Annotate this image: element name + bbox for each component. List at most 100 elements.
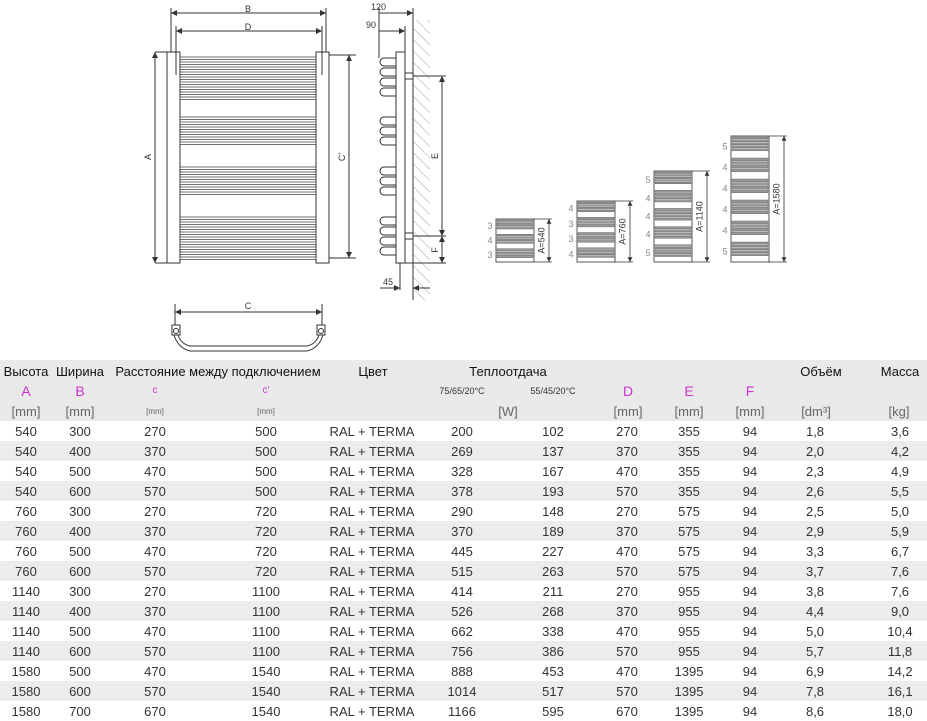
cell-c: 570 — [144, 644, 166, 659]
cell-f: 94 — [742, 564, 758, 579]
cell-heat-55: 193 — [542, 484, 564, 499]
towel-bar — [179, 231, 317, 235]
towel-bar — [179, 171, 317, 175]
cell-height: 1580 — [11, 664, 41, 679]
towel-bar — [179, 91, 317, 95]
cell-heat-55: 386 — [542, 644, 564, 659]
cell-e: 955 — [678, 604, 700, 619]
cell-width: 400 — [69, 604, 91, 619]
technical-drawing: B D A C' 120 90 E F 45 C 343A=5404334A=7… — [143, 2, 787, 352]
bar — [731, 145, 769, 148]
bar — [654, 211, 692, 214]
cell-volume: 5,0 — [805, 624, 825, 639]
table-row: 1140 400 370 1100 RAL + TERMA 526 268 370 955 94 4… — [0, 601, 927, 621]
cell-height: 1140 — [12, 644, 40, 659]
bar — [654, 235, 692, 239]
cell-d: 270 — [616, 424, 638, 439]
bar — [654, 174, 692, 177]
bar — [731, 207, 769, 211]
side-view — [378, 8, 446, 300]
dim-f-label: F — [430, 247, 440, 253]
cell-height: 540 — [15, 484, 37, 499]
unit-e: [mm] — [674, 404, 704, 419]
cell-height: 1580 — [11, 704, 41, 719]
bar-profile — [379, 236, 396, 246]
cell-c: 470 — [144, 464, 166, 479]
section-count: 3 — [487, 250, 492, 260]
col-distance-header: Расстояние между подключением — [115, 364, 321, 379]
towel-bar — [179, 226, 317, 230]
variant-a-1140: 5 4 4 4 5 A=1140 — [645, 170, 710, 263]
bar — [654, 196, 692, 199]
cell-mass: 5,9 — [890, 524, 910, 539]
section-count: 4 — [722, 205, 727, 215]
bar — [496, 248, 534, 252]
towel-bar — [179, 256, 317, 260]
cell-e: 955 — [678, 644, 700, 659]
cell-c-prime: 1100 — [252, 584, 280, 599]
cell-f: 94 — [742, 664, 758, 679]
letter-e: E — [684, 383, 694, 399]
variant-a-1580: 5 4 4 4 4 5 A=1580 — [722, 135, 787, 263]
bar — [654, 193, 692, 196]
letter-c: c — [152, 385, 158, 396]
bar-profile — [379, 186, 396, 196]
table-row: 540 400 370 500 RAL + TERMA 269 137 370 355 94 2,0… — [0, 441, 927, 461]
cell-mass: 14,2 — [887, 664, 913, 679]
cell-c-prime: 500 — [255, 424, 277, 439]
cell-d: 370 — [616, 444, 638, 459]
variant-height-label: A=540 — [536, 227, 546, 253]
towel-bar — [179, 166, 317, 170]
cell-mass: 18,0 — [887, 704, 913, 719]
cell-volume: 3,8 — [805, 584, 825, 599]
cell-d: 270 — [616, 504, 638, 519]
cell-volume: 8,6 — [805, 704, 825, 719]
bar-profile — [379, 166, 396, 176]
cell-f: 94 — [742, 584, 758, 599]
cell-width: 600 — [69, 684, 91, 699]
bar — [577, 224, 615, 228]
bar — [496, 234, 534, 237]
bar — [731, 244, 769, 248]
cell-heat-55: 263 — [542, 564, 564, 579]
bar — [496, 251, 534, 255]
letter-a: A — [21, 383, 31, 399]
cell-mass: 4,9 — [890, 464, 910, 479]
cell-d: 570 — [616, 684, 638, 699]
unit-mass: [kg] — [888, 404, 910, 419]
cell-mass: 3,6 — [890, 424, 910, 439]
bar-profile — [379, 67, 396, 77]
bar — [731, 186, 769, 190]
cell-heat-55: 102 — [542, 424, 564, 439]
cell-color: RAL + TERMA — [329, 664, 415, 679]
letter-c-prime: c' — [262, 385, 270, 396]
bar-profile — [379, 116, 396, 126]
col-color-header: Цвет — [358, 364, 388, 379]
cell-c-prime: 1540 — [251, 664, 281, 679]
cell-heat-55: 189 — [542, 524, 564, 539]
cell-heat-55: 211 — [542, 584, 564, 599]
cell-volume: 2,5 — [805, 504, 825, 519]
cell-c-prime: 500 — [255, 444, 277, 459]
cell-f: 94 — [742, 684, 758, 699]
bar — [577, 239, 615, 243]
cell-mass: 16,1 — [887, 684, 913, 699]
cell-c-prime: 720 — [255, 544, 277, 559]
cell-height: 1140 — [12, 584, 40, 599]
variant-a-540: 3 4 3 A=540 — [487, 218, 552, 263]
cell-c: 270 — [144, 424, 166, 439]
cell-d: 570 — [616, 484, 638, 499]
towel-bar — [179, 191, 317, 195]
bar — [654, 226, 692, 229]
section-count: 3 — [487, 221, 492, 231]
cell-e: 355 — [678, 464, 700, 479]
cell-c: 470 — [144, 664, 166, 679]
bar — [654, 189, 692, 193]
cell-color: RAL + TERMA — [329, 424, 415, 439]
cell-height: 1140 — [12, 624, 40, 639]
cell-width: 300 — [69, 584, 91, 599]
towel-bar — [179, 221, 317, 225]
bar — [731, 250, 769, 253]
height-variants: 3 4 3 A=540 4 3 3 4 A=760 5 4 4 4 5 A=1140 5 4 4 4 4 5 A=1580 — [487, 135, 787, 263]
towel-bar — [179, 236, 317, 240]
